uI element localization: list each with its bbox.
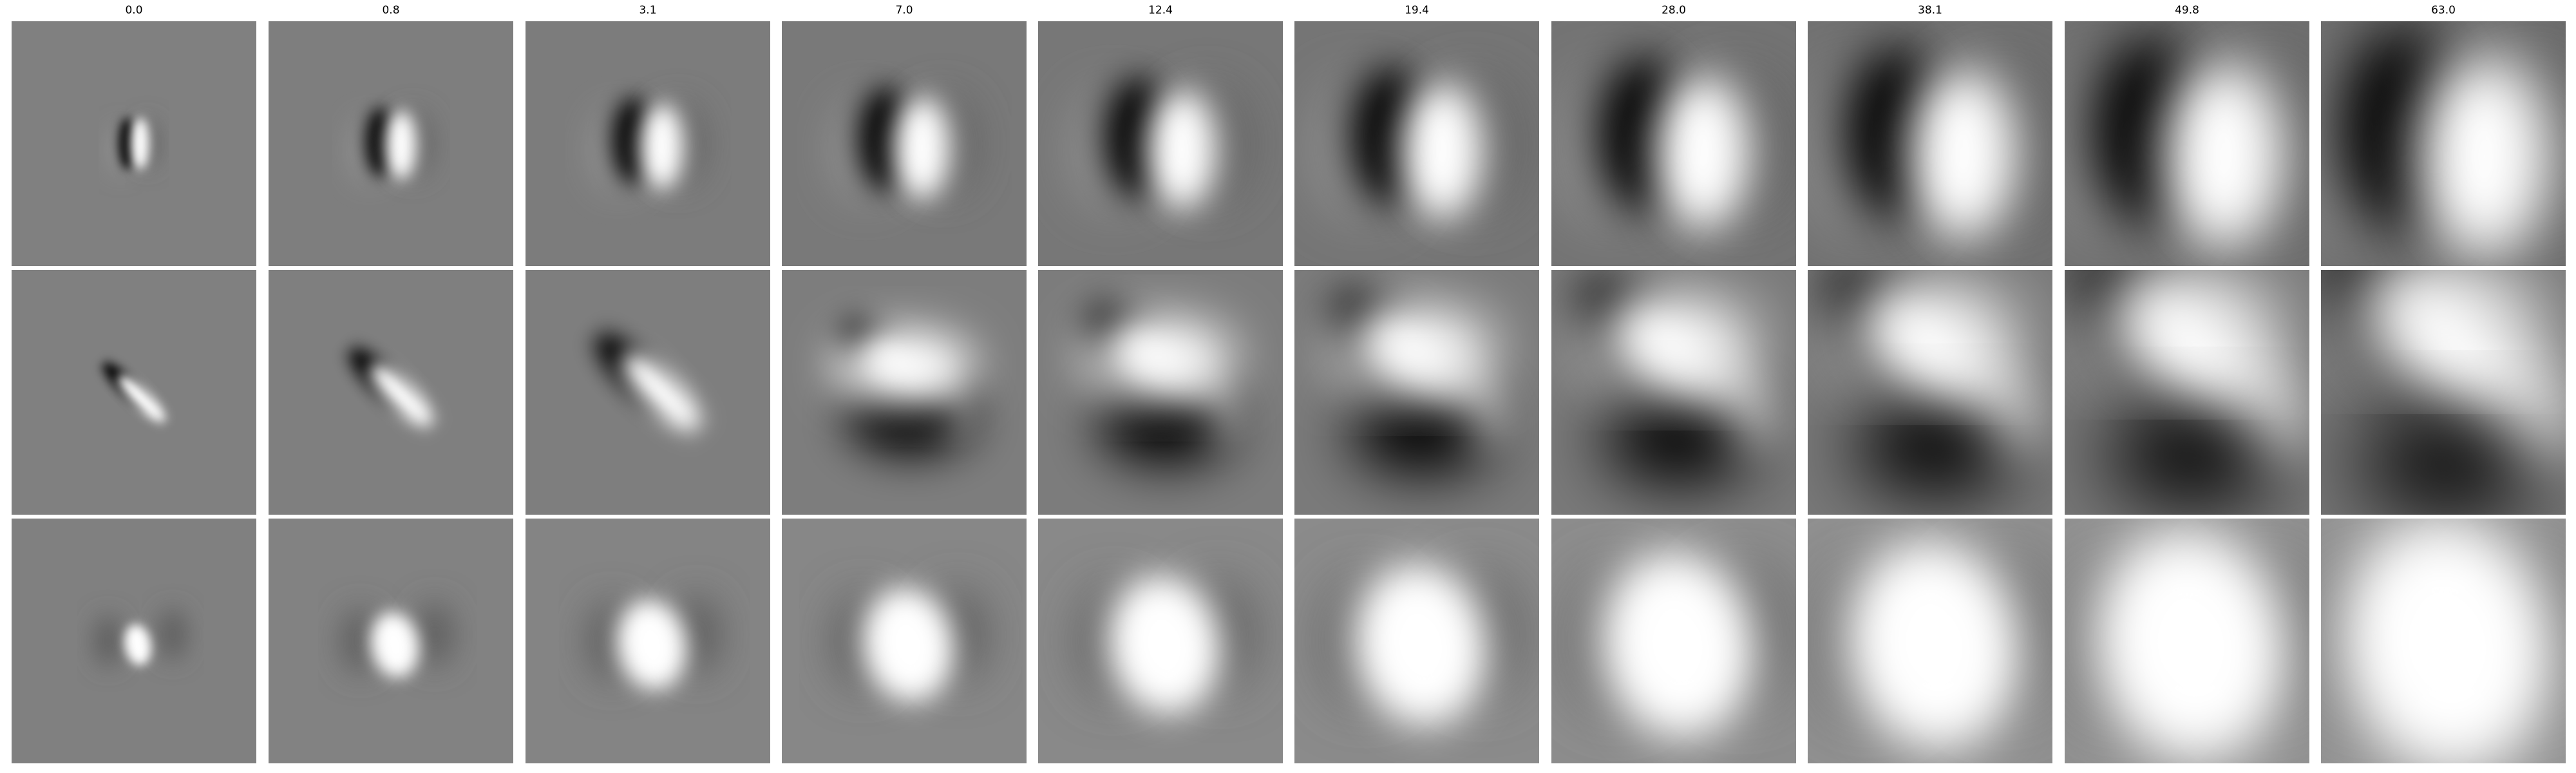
upper-bright-region bbox=[1590, 300, 1757, 382]
upper-bright-region bbox=[2347, 270, 2540, 360]
filter-panel-row1-col5 bbox=[1038, 21, 1283, 266]
filter-panel-row2-col5 bbox=[1038, 270, 1283, 515]
bright-lobe bbox=[2163, 61, 2285, 250]
lower-dark-region bbox=[1350, 388, 1497, 475]
filter-panel-row1-col1 bbox=[12, 21, 256, 266]
filter-panel-row2-col3 bbox=[526, 270, 770, 515]
filter-panel-row3-col2 bbox=[269, 519, 513, 763]
filter-panel-row1-col8 bbox=[1808, 21, 2052, 266]
column-title: 7.0 bbox=[895, 4, 913, 17]
filter-panel-row3-col3 bbox=[526, 519, 770, 763]
upper-bright-region bbox=[1842, 290, 2018, 375]
filter-panel-row3-col9 bbox=[2065, 519, 2309, 763]
filter-panel-row3-col5 bbox=[1038, 519, 1283, 763]
bright-lobe bbox=[1401, 82, 1484, 220]
filter-panel-row1-col7 bbox=[1551, 21, 1796, 266]
upper-bright-region bbox=[2094, 280, 2280, 368]
upper-bright-region bbox=[833, 330, 975, 403]
lower-dark-region bbox=[1098, 383, 1236, 465]
column-title: 0.8 bbox=[382, 4, 400, 17]
column-title: 3.1 bbox=[639, 4, 657, 17]
bright-lobe bbox=[639, 103, 684, 190]
bright-lobe bbox=[1909, 68, 2018, 240]
filter-panel-row3-col7 bbox=[1551, 519, 1796, 763]
bright-blob bbox=[1108, 576, 1221, 714]
column-title: 0.0 bbox=[125, 4, 143, 17]
bright-blob bbox=[1600, 551, 1756, 738]
bright-lobe bbox=[118, 375, 166, 423]
lower-dark-region bbox=[1855, 400, 2018, 495]
side-dark-left bbox=[341, 609, 379, 673]
bright-blob bbox=[124, 624, 151, 665]
filter-panel-row2-col7 bbox=[1551, 270, 1796, 515]
filter-panel-row2-col6 bbox=[1294, 270, 1539, 515]
filter-panel-row1-col10 bbox=[2321, 21, 2566, 266]
lower-dark-region bbox=[2360, 412, 2540, 515]
bright-blob bbox=[370, 612, 419, 678]
bright-blob bbox=[2091, 527, 2291, 763]
bright-lobe bbox=[1655, 75, 1751, 230]
filter-panel-row1-col9 bbox=[2065, 21, 2309, 266]
filter-panel-row3-col10 bbox=[2321, 519, 2566, 763]
filter-panel-row2-col2 bbox=[269, 270, 513, 515]
bright-lobe bbox=[131, 118, 149, 169]
column-title: 49.8 bbox=[2175, 4, 2199, 17]
lower-dark-region bbox=[1603, 394, 1757, 485]
filter-panel-row1-col6 bbox=[1294, 21, 1539, 266]
column-title: 63.0 bbox=[2431, 4, 2456, 17]
upper-bright-region bbox=[1085, 320, 1236, 396]
filter-panel-row1-col2 bbox=[269, 21, 513, 266]
filter-panel-row2-col10 bbox=[2321, 270, 2566, 515]
side-dark-left bbox=[94, 615, 122, 667]
filter-panel-row3-col8 bbox=[1808, 519, 2052, 763]
bright-blob bbox=[862, 587, 954, 702]
side-dark-right bbox=[415, 602, 454, 667]
side-dark-right bbox=[158, 609, 187, 660]
column-title: 19.4 bbox=[1405, 4, 1429, 17]
bright-blob bbox=[1845, 539, 2023, 750]
column-title: 28.0 bbox=[1662, 4, 1686, 17]
upper-bright-region bbox=[1337, 310, 1497, 389]
lower-dark-region bbox=[2107, 406, 2280, 505]
dark-lobe bbox=[118, 118, 137, 169]
bright-blob bbox=[2336, 519, 2558, 763]
bright-lobe bbox=[1147, 89, 1217, 210]
filter-panel-row2-col9 bbox=[2065, 270, 2309, 515]
filter-panel-row2-col8 bbox=[1808, 270, 2052, 515]
bright-blob bbox=[617, 600, 687, 690]
bright-lobe bbox=[893, 96, 951, 200]
filter-panel-row2-col4 bbox=[782, 270, 1027, 515]
filter-panel-row1-col4 bbox=[782, 21, 1027, 266]
bright-lobe bbox=[621, 352, 701, 432]
filter-panel-row2-col1 bbox=[12, 270, 256, 515]
bright-lobe bbox=[370, 363, 433, 427]
bright-lobe bbox=[2417, 53, 2552, 260]
column-title: 38.1 bbox=[1918, 4, 1942, 17]
bright-lobe bbox=[385, 110, 417, 180]
filter-panel-row3-col4 bbox=[782, 519, 1027, 763]
filter-panel-row3-col1 bbox=[12, 519, 256, 763]
bright-blob bbox=[1353, 564, 1488, 726]
filter-panel-row1-col3 bbox=[526, 21, 770, 266]
column-title: 12.4 bbox=[1148, 4, 1173, 17]
filter-panel-row3-col6 bbox=[1294, 519, 1539, 763]
